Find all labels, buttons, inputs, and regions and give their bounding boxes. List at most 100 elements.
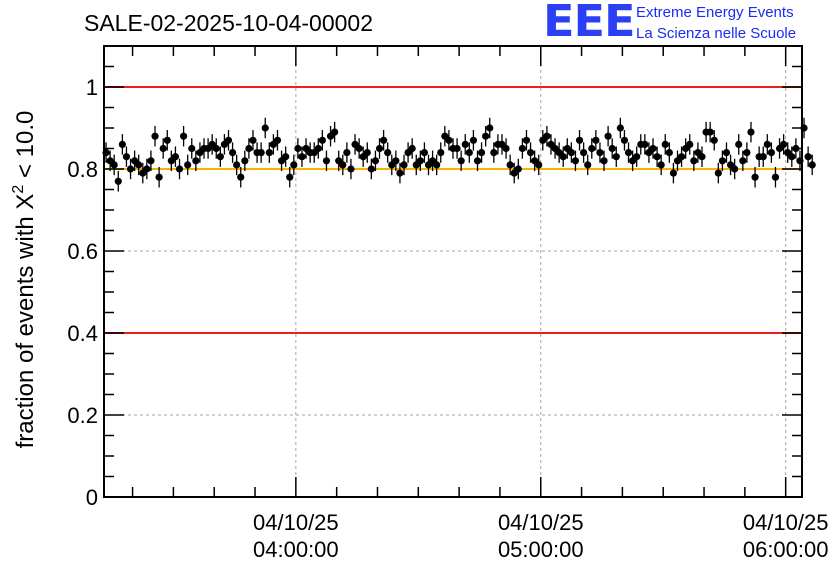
data-point (257, 142, 265, 163)
data-point (543, 125, 551, 147)
data-marker (175, 165, 184, 173)
data-point (457, 150, 465, 172)
data-marker (698, 153, 706, 161)
data-point (273, 130, 282, 151)
data-marker (143, 165, 151, 173)
data-marker (163, 136, 171, 144)
data-marker (241, 157, 249, 165)
data-point (661, 134, 669, 155)
data-point (665, 142, 673, 163)
data-points (102, 117, 816, 192)
data-marker (453, 144, 461, 153)
data-marker (473, 157, 482, 165)
y-tick-label: 0.8 (67, 157, 98, 182)
data-point (416, 150, 424, 172)
data-marker (596, 149, 604, 157)
brand-line-2: La Scienza nelle Scuole (636, 25, 797, 42)
data-point (571, 150, 580, 172)
data-point (110, 154, 118, 176)
x-tick-time-label: 06:00:00 (743, 537, 829, 562)
data-marker (355, 144, 363, 153)
data-point (596, 142, 604, 163)
data-marker (118, 140, 126, 148)
data-marker (604, 132, 612, 140)
data-point (739, 150, 747, 172)
data-marker (384, 149, 392, 157)
data-marker (653, 153, 661, 161)
data-point (241, 150, 249, 172)
data-marker (122, 153, 131, 161)
data-point (147, 150, 155, 172)
data-point (677, 146, 686, 167)
data-point (114, 171, 122, 192)
data-point (151, 125, 159, 147)
data-point (261, 117, 269, 139)
data-point (535, 154, 543, 176)
eee-logo: EEE (543, 0, 636, 47)
data-marker (567, 149, 575, 157)
data-marker (690, 157, 698, 165)
data-marker (159, 144, 167, 153)
axes: 00.20.40.60.8104/10/2504:00:0004/10/2505… (67, 45, 829, 562)
data-marker (722, 149, 731, 157)
data-marker (677, 153, 686, 161)
data-marker (486, 124, 494, 132)
data-marker (245, 144, 253, 153)
x-tick-date-label: 04/10/25 (253, 510, 339, 535)
data-marker (502, 144, 510, 153)
data-point (575, 130, 584, 151)
data-point (771, 166, 780, 188)
data-point (518, 138, 526, 159)
data-point (592, 130, 600, 151)
data-marker (261, 124, 269, 132)
data-marker (767, 149, 775, 157)
data-point (290, 154, 298, 176)
data-point (175, 158, 184, 180)
data-marker (518, 144, 526, 153)
y-tick-label: 0.6 (67, 239, 98, 264)
y-tick-label: 1 (86, 75, 98, 100)
data-point (343, 142, 351, 163)
data-point (657, 154, 665, 176)
data-point (380, 130, 388, 151)
data-marker (788, 153, 796, 161)
data-point (408, 138, 416, 159)
data-marker (445, 136, 453, 144)
data-point (216, 146, 224, 167)
data-point (633, 146, 641, 167)
data-point (347, 158, 355, 180)
data-point (453, 138, 461, 159)
data-point (710, 130, 718, 151)
data-point (690, 150, 698, 172)
data-point (669, 162, 678, 184)
data-marker (380, 136, 388, 144)
data-marker (759, 153, 767, 161)
x-tick-time-label: 05:00:00 (498, 537, 584, 562)
data-point (294, 138, 302, 159)
data-point (788, 146, 796, 167)
data-point (473, 150, 482, 172)
data-point (567, 142, 575, 163)
data-point (514, 158, 522, 180)
data-marker (588, 144, 596, 153)
data-marker (771, 173, 780, 181)
data-point (747, 121, 755, 143)
data-marker (192, 157, 200, 165)
data-marker (559, 153, 567, 161)
data-marker (718, 157, 727, 165)
data-marker (457, 157, 465, 165)
data-marker (735, 140, 743, 148)
data-point (265, 142, 273, 163)
data-point (763, 134, 771, 155)
data-marker (126, 165, 135, 173)
data-marker (371, 157, 380, 165)
y-axis-label-exponent: 2 (10, 185, 27, 194)
chart-title: SALE-02-2025-10-04-00002 (84, 10, 373, 36)
data-marker (314, 144, 322, 153)
data-marker (600, 157, 608, 165)
data-marker (624, 149, 633, 157)
data-marker (392, 157, 400, 165)
data-point (743, 142, 751, 163)
data-marker (179, 132, 188, 140)
